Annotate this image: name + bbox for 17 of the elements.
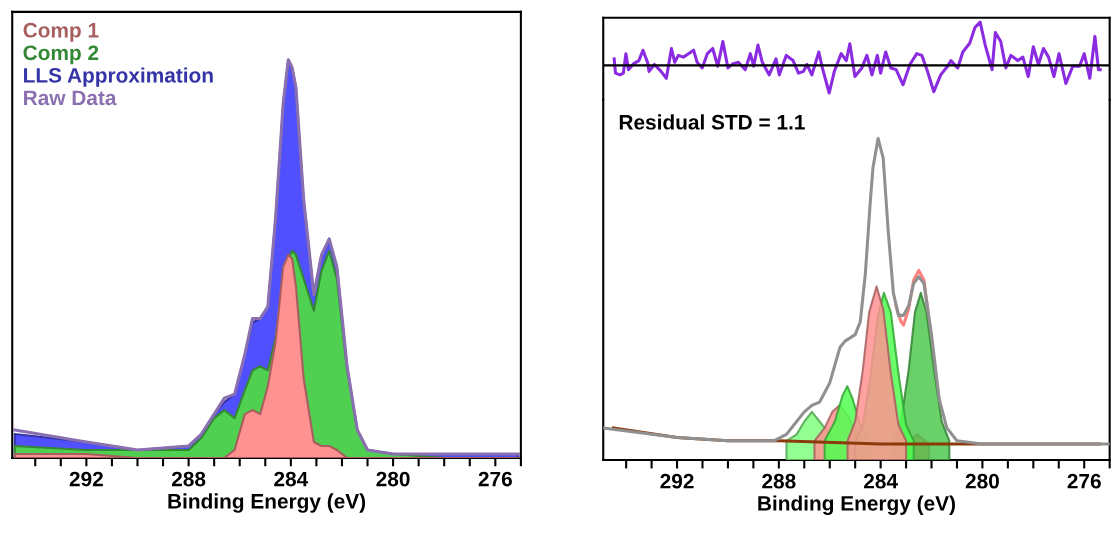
text: Raw Data bbox=[24, 90, 117, 106]
x-axis-title: Binding Energy (eV) bbox=[168, 493, 366, 513]
x-tick-label: 284 bbox=[274, 471, 309, 487]
x-tick-label: 288 bbox=[762, 473, 796, 489]
x-tick-label: 284 bbox=[863, 473, 898, 489]
x-tick-label: 288 bbox=[171, 471, 206, 487]
x-tick-label: 280 bbox=[965, 473, 999, 489]
x-tick-label: 276 bbox=[478, 471, 512, 487]
text: Comp 1 bbox=[23, 22, 99, 42]
x-tick-label: 276 bbox=[1067, 473, 1101, 489]
x-tick-label: 280 bbox=[376, 471, 410, 487]
text: Comp 2 bbox=[23, 45, 99, 65]
x-axis-title: Binding Energy (eV) bbox=[758, 495, 955, 515]
x-tick-label: 292 bbox=[660, 473, 694, 489]
text: Residual STD = 1.1 bbox=[619, 114, 805, 130]
text: LLS Approximation bbox=[24, 67, 213, 87]
x-tick-label: 292 bbox=[69, 471, 103, 487]
